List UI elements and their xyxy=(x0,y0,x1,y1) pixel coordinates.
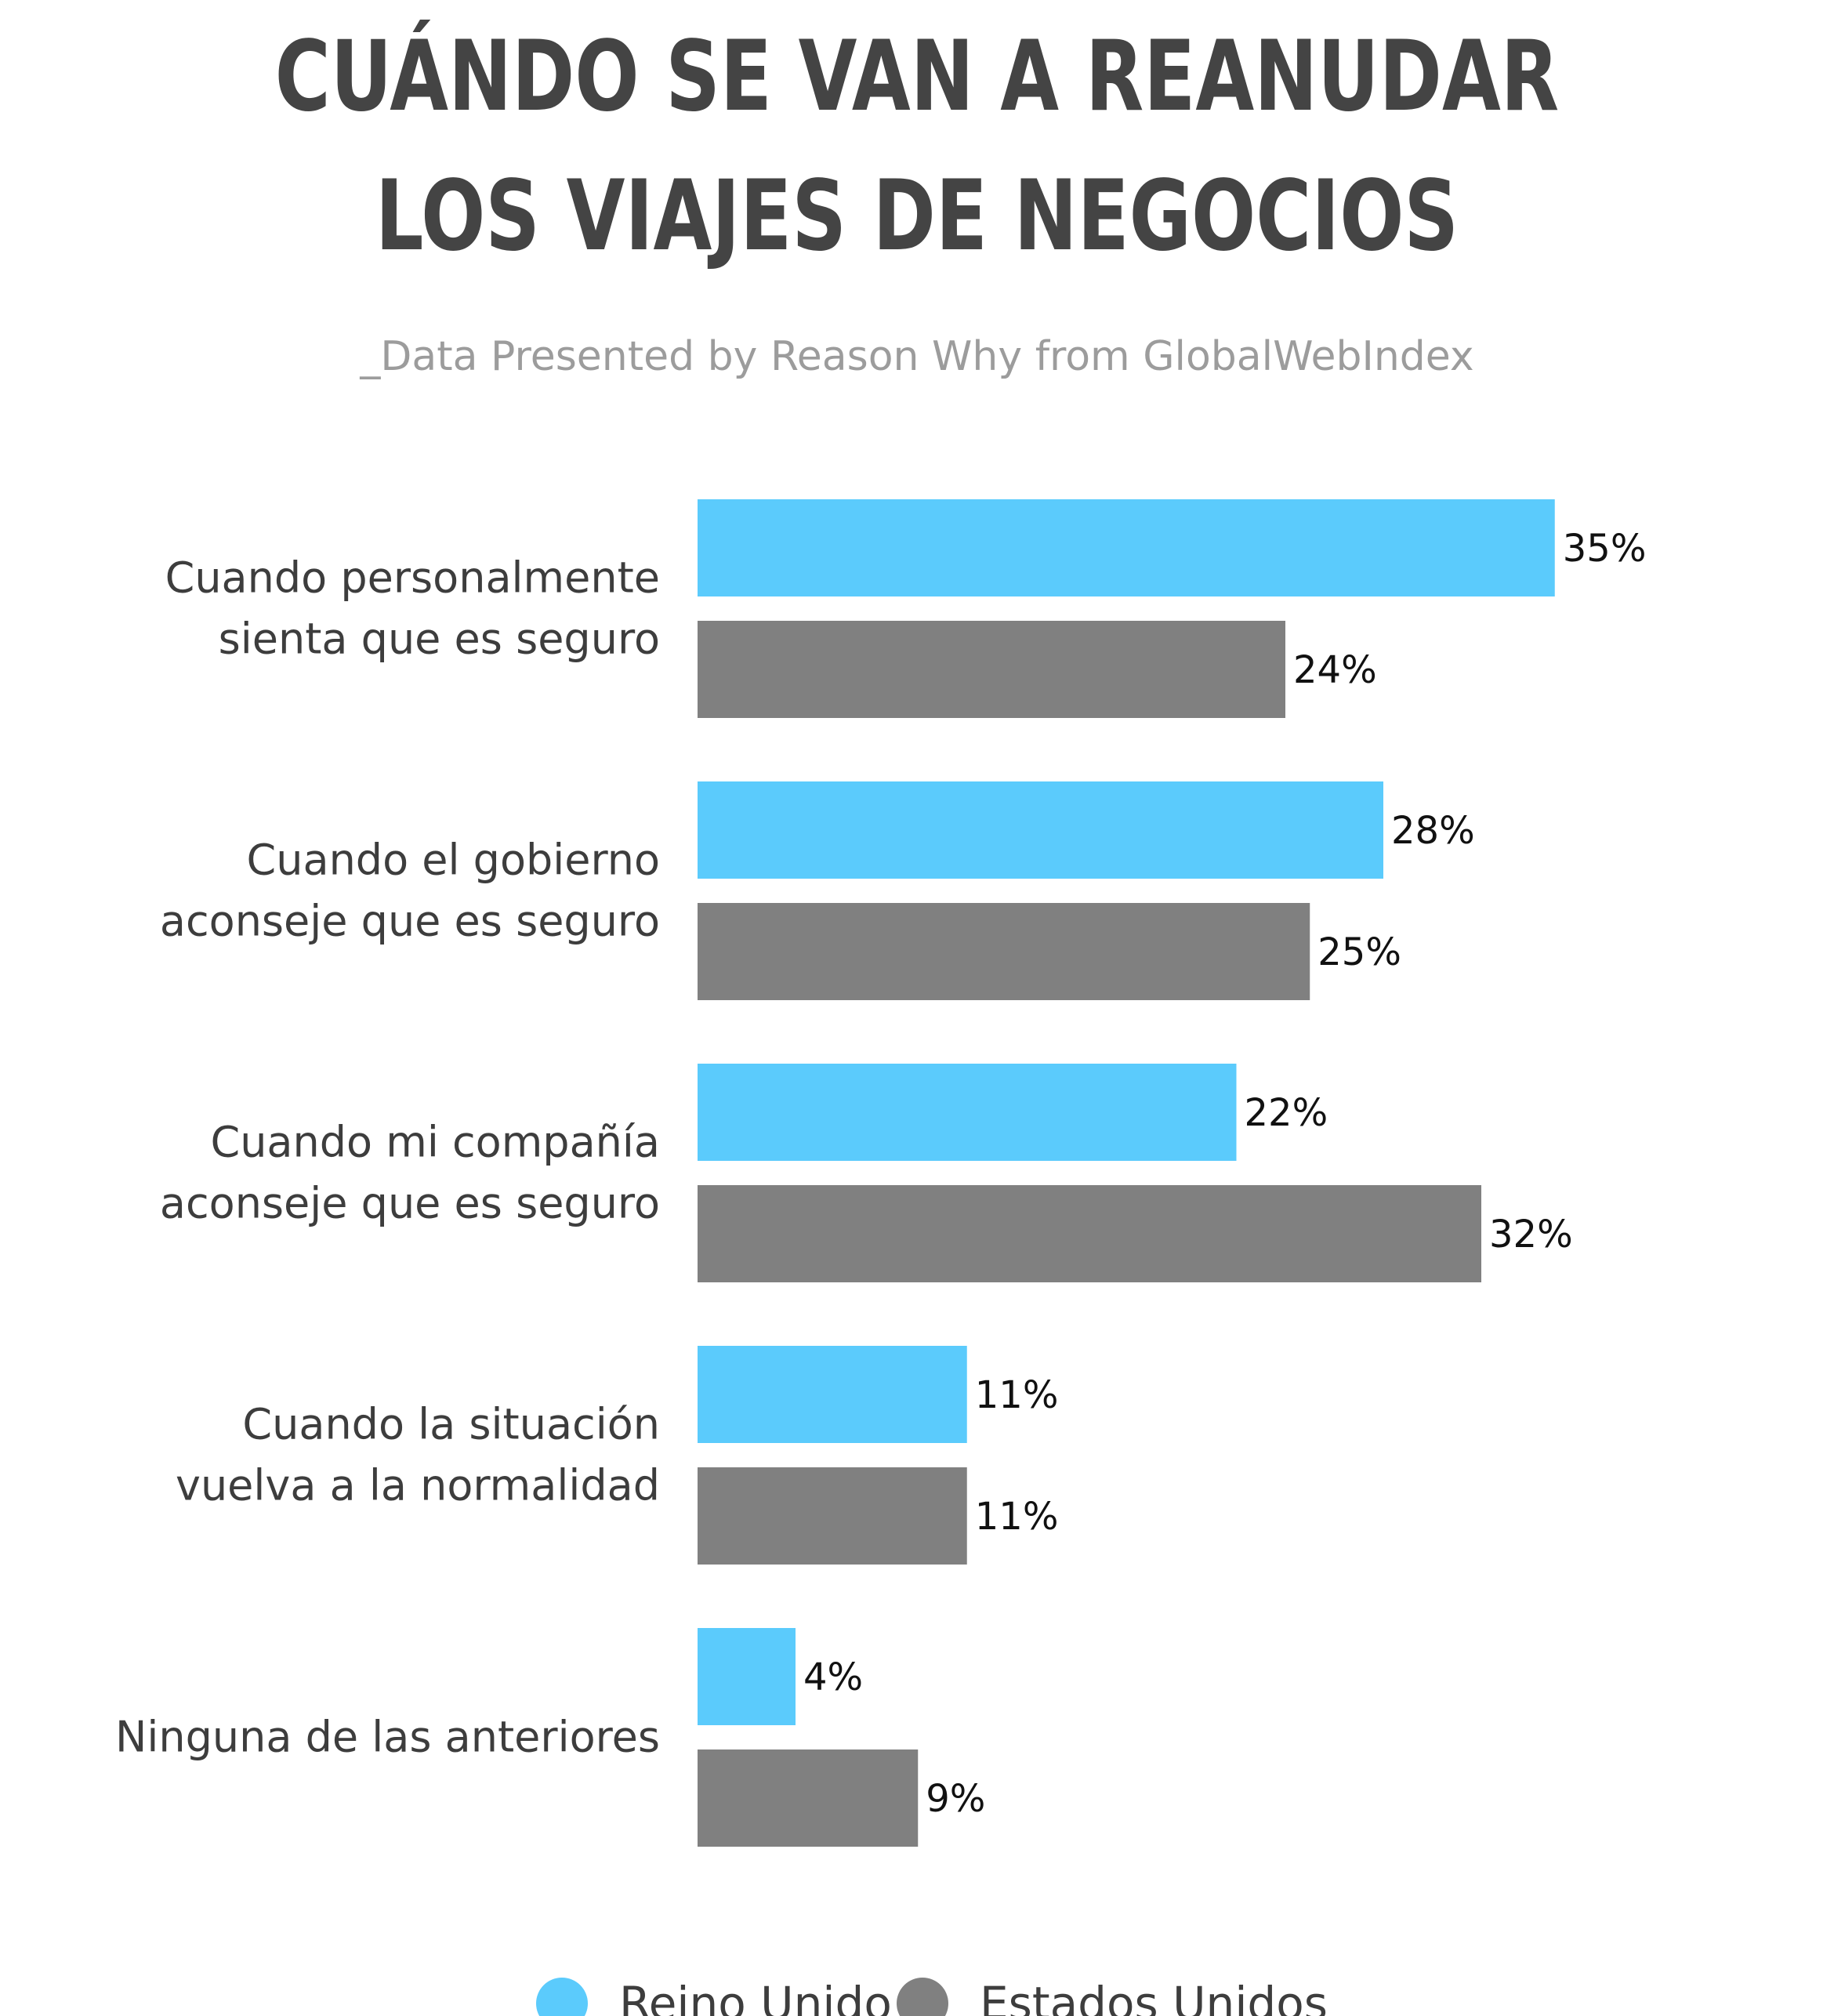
data-label: 4% xyxy=(803,1655,863,1699)
bar-reino-unido xyxy=(698,1346,967,1443)
category-label: Cuando la situación xyxy=(242,1400,660,1449)
legend-label: Reino Unido xyxy=(619,1977,892,2016)
bar-estados-unidos xyxy=(698,1467,967,1565)
bar-estados-unidos xyxy=(698,1185,1481,1282)
data-label: 25% xyxy=(1318,930,1401,974)
legend-label: Estados Unidos xyxy=(980,1977,1328,2016)
bar-estados-unidos xyxy=(698,903,1310,1000)
bar-reino-unido xyxy=(698,499,1555,596)
category-label: Cuando mi compañía xyxy=(210,1118,660,1167)
data-label: 11% xyxy=(975,1373,1059,1417)
category-label: aconseje que es seguro xyxy=(160,1179,660,1228)
category-label: vuelva a la normalidad xyxy=(176,1461,660,1510)
legend: Reino Unido Estados Unidos xyxy=(536,1977,1328,2016)
bar-reino-unido xyxy=(698,1064,1237,1161)
category-label: sienta que es seguro xyxy=(219,615,660,664)
chart-subtitle: _Data Presented by Reason Why from Globa… xyxy=(359,333,1473,380)
category-label: aconseje que es seguro xyxy=(160,897,660,946)
chart-title-line-2: LOS VIAJES DE NEGOCIOS xyxy=(375,160,1459,273)
data-label: 22% xyxy=(1245,1091,1328,1135)
category-label: Ninguna de las anteriores xyxy=(115,1713,660,1762)
bar-estados-unidos xyxy=(698,1749,919,1847)
data-label: 32% xyxy=(1489,1213,1573,1256)
bar-estados-unidos xyxy=(698,621,1285,718)
category-label: Cuando el gobierno xyxy=(247,836,660,885)
chart-title-line-1: CUÁNDO SE VAN A REANUDAR xyxy=(275,20,1560,133)
data-label: 24% xyxy=(1293,648,1377,692)
plot-area: Cuando personalmente sienta que es seguro… xyxy=(115,499,1646,1847)
bar-reino-unido xyxy=(698,781,1383,879)
category-label: Cuando personalmente xyxy=(165,553,660,603)
legend-marker xyxy=(536,1978,588,2016)
data-label: 28% xyxy=(1391,809,1475,853)
legend-marker xyxy=(897,1978,948,2016)
data-label: 35% xyxy=(1563,527,1647,571)
data-label: 11% xyxy=(975,1495,1059,1539)
bar-reino-unido xyxy=(698,1628,796,1725)
data-label: 9% xyxy=(926,1777,985,1821)
